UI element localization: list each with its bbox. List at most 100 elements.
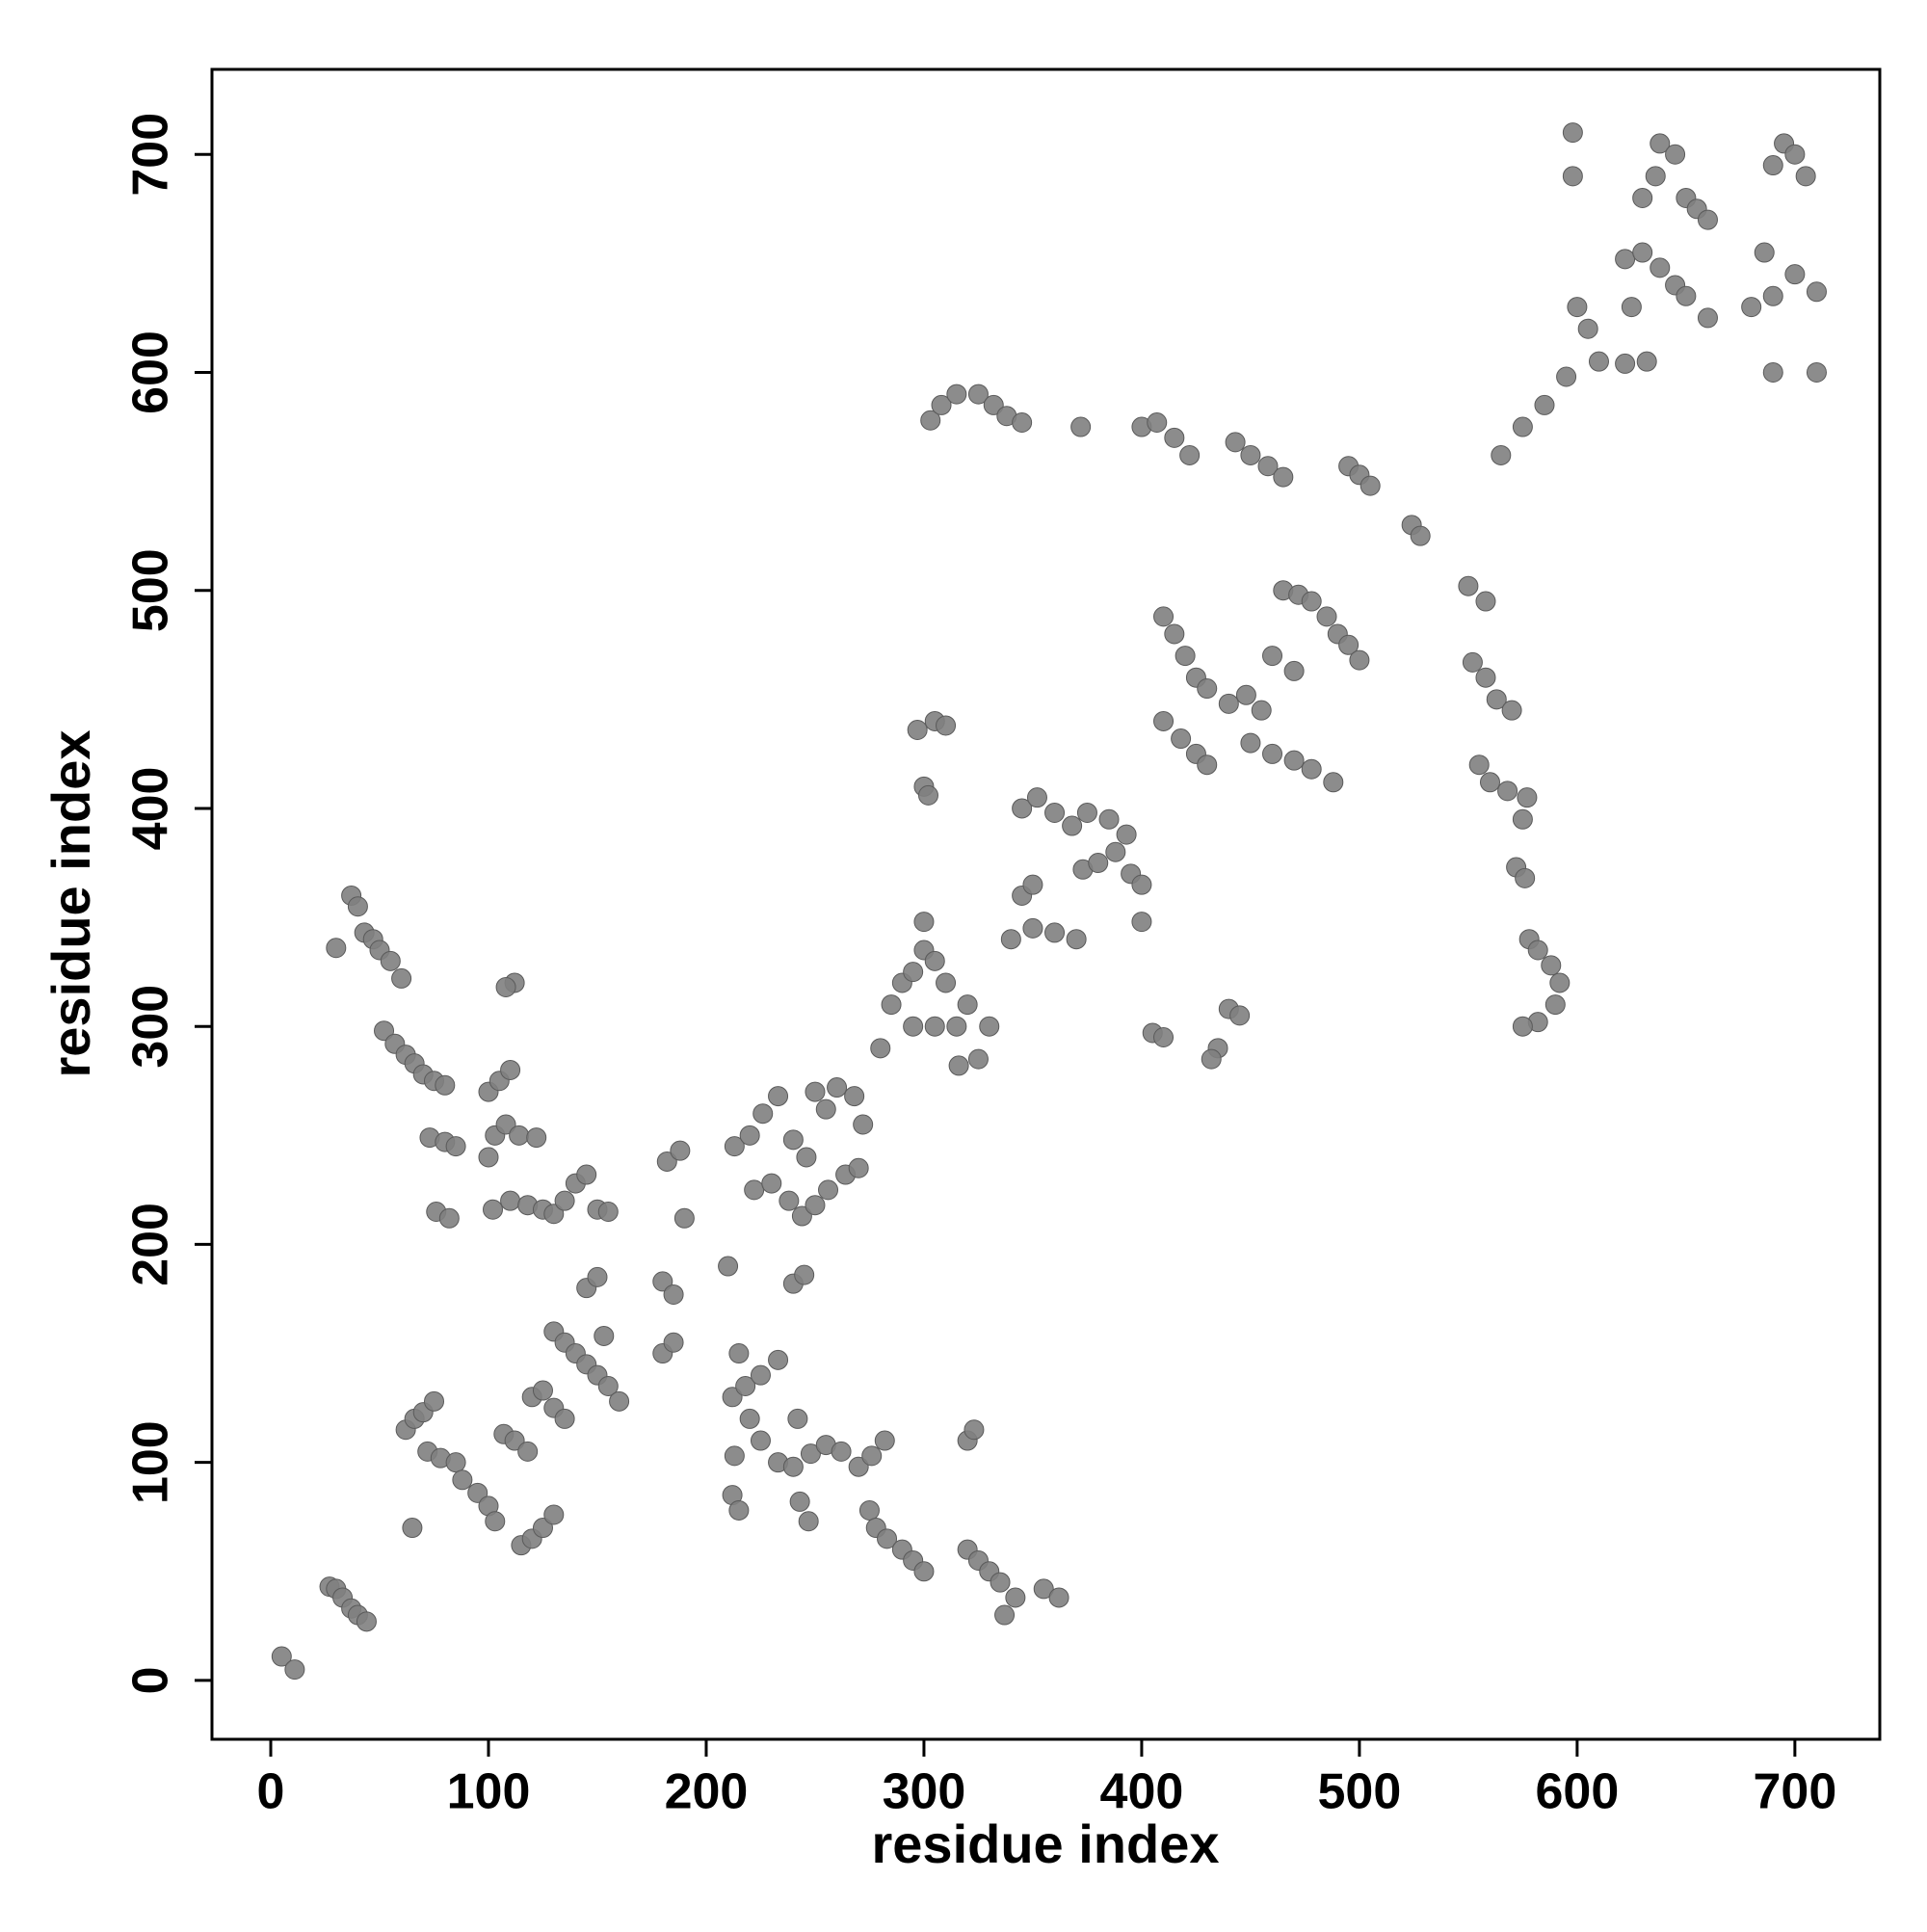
contact-point	[1479, 772, 1500, 793]
contact-point	[504, 1430, 525, 1451]
contact-point	[924, 1016, 945, 1037]
contact-point	[1615, 249, 1636, 270]
contact-point	[1512, 416, 1533, 437]
contact-point	[724, 1445, 745, 1467]
y-tick-label: 300	[123, 985, 179, 1069]
x-tick-label: 400	[1100, 1764, 1184, 1820]
contact-point	[597, 1201, 619, 1222]
contact-point	[967, 1048, 989, 1070]
contact-point	[761, 1173, 782, 1194]
contact-point	[877, 1528, 898, 1549]
contact-point	[1475, 591, 1496, 612]
contact-point	[1359, 475, 1381, 496]
contact-point	[948, 1055, 969, 1076]
contact-point	[789, 1491, 810, 1512]
contact-point	[356, 1611, 377, 1632]
contact-point	[913, 1561, 935, 1582]
contact-point	[670, 1140, 691, 1161]
contact-point	[1676, 285, 1697, 306]
contact-point	[1098, 808, 1120, 830]
contact-point	[1338, 634, 1359, 655]
contact-point	[1632, 242, 1653, 263]
contact-point	[1283, 660, 1305, 681]
contact-point	[946, 1016, 967, 1037]
contact-point	[936, 715, 957, 736]
contact-point	[1762, 155, 1783, 176]
contact-point	[1527, 940, 1548, 961]
contact-point	[1544, 994, 1566, 1016]
contact-point	[1218, 693, 1239, 714]
contact-point	[1458, 575, 1479, 596]
contact-point	[739, 1408, 760, 1429]
contact-point	[1240, 444, 1261, 465]
contact-point	[347, 896, 368, 917]
contact-point	[768, 1349, 789, 1370]
contact-point	[1562, 166, 1583, 187]
contact-point	[1012, 412, 1033, 434]
contact-point	[931, 394, 952, 415]
contact-point	[1632, 187, 1653, 208]
contact-point	[543, 1204, 565, 1225]
contact-point	[903, 962, 924, 983]
contact-point	[1225, 432, 1246, 453]
contact-point	[917, 784, 938, 806]
contact-point	[870, 1038, 891, 1059]
contact-point	[1645, 166, 1666, 187]
contact-point	[728, 1343, 750, 1364]
contact-point	[1088, 853, 1109, 874]
contact-point	[1131, 874, 1152, 895]
y-tick-label: 600	[123, 331, 179, 414]
contact-point	[1486, 689, 1507, 710]
contact-point	[576, 1164, 597, 1185]
contact-point	[554, 1408, 575, 1429]
contact-point	[805, 1195, 826, 1216]
contact-point	[587, 1266, 608, 1287]
contact-point	[1105, 841, 1126, 862]
contact-point	[1462, 651, 1483, 673]
contact-point	[853, 1114, 874, 1135]
contact-point	[526, 1127, 547, 1149]
contact-point	[907, 720, 928, 741]
contact-point	[1301, 758, 1322, 780]
contact-point	[920, 410, 941, 431]
contact-point	[1512, 1016, 1533, 1037]
contact-point	[994, 1604, 1016, 1626]
contact-point	[543, 1504, 565, 1525]
contact-point	[435, 1074, 456, 1096]
contact-point	[979, 1016, 1000, 1037]
y-tick-label: 100	[123, 1420, 179, 1504]
contact-point	[946, 384, 967, 405]
contact-point	[663, 1332, 684, 1353]
contact-point	[1741, 297, 1762, 318]
contact-point	[1000, 929, 1021, 950]
contact-point	[791, 1205, 812, 1227]
contact-point	[609, 1390, 630, 1412]
contact-point	[483, 1199, 504, 1220]
contact-point	[1171, 728, 1192, 750]
contact-point	[1754, 242, 1775, 263]
contact-point	[722, 1387, 743, 1408]
contact-point	[1147, 412, 1168, 434]
contact-point	[594, 1325, 615, 1346]
contact-point	[1588, 351, 1609, 372]
contact-point	[1621, 297, 1642, 318]
contact-point	[495, 1114, 516, 1135]
y-tick-label: 0	[123, 1666, 179, 1694]
contact-point	[1512, 808, 1533, 830]
contact-point	[1665, 144, 1686, 165]
contact-point	[452, 1469, 473, 1491]
contact-point	[374, 1020, 395, 1042]
contact-point	[936, 972, 957, 993]
x-tick-label: 0	[257, 1764, 285, 1820]
contact-point	[1697, 209, 1718, 230]
contact-point	[805, 1081, 826, 1102]
contact-point	[423, 1390, 444, 1412]
contact-point	[1475, 667, 1496, 688]
contact-point	[1153, 1027, 1175, 1048]
contact-point	[787, 1408, 808, 1429]
contact-point	[1197, 754, 1218, 776]
contact-point	[1795, 166, 1816, 187]
contact-point	[478, 1147, 499, 1168]
contact-point	[1179, 444, 1201, 465]
contact-point	[1131, 912, 1152, 933]
